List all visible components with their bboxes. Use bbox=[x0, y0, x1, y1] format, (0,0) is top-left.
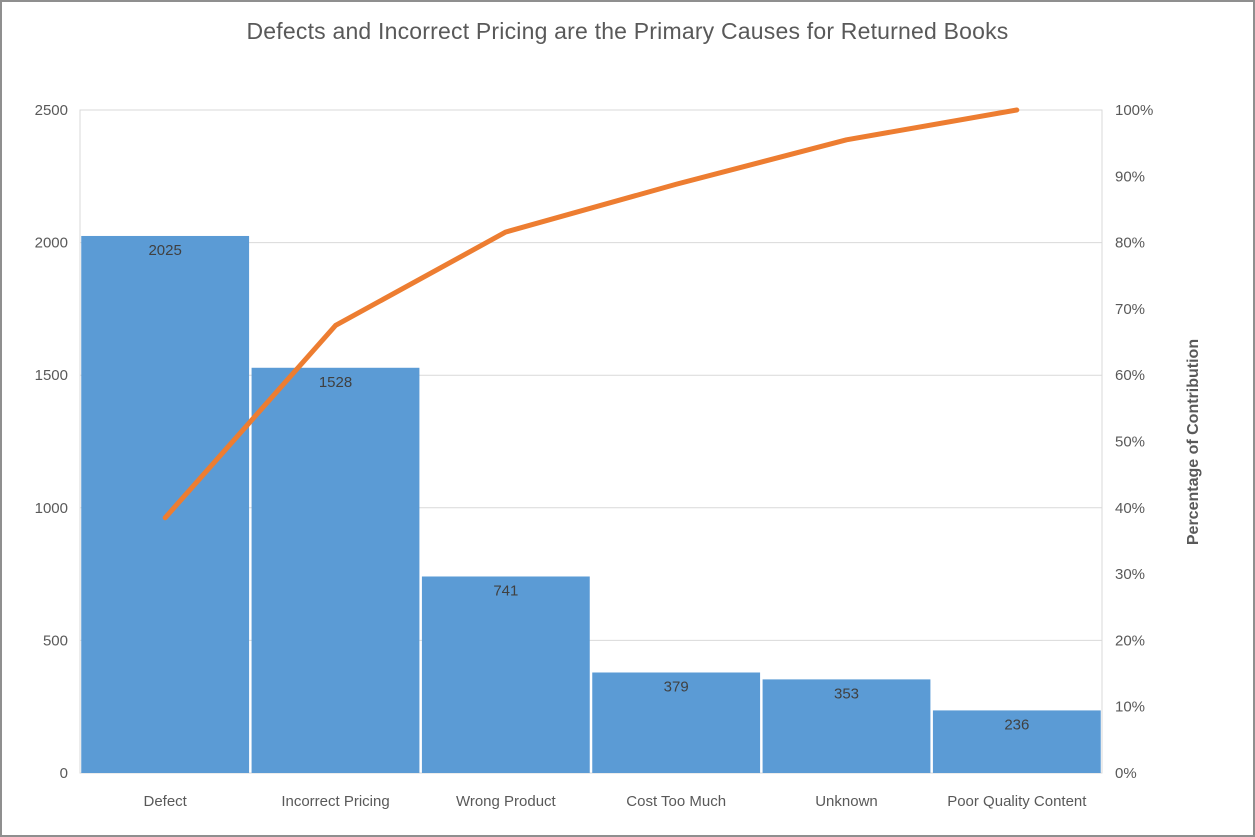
bar-unknown bbox=[762, 679, 931, 773]
bar-poor-quality-content bbox=[932, 710, 1101, 773]
y2-axis-tick-label: 50% bbox=[1115, 434, 1145, 451]
y-axis-tick-label: 0 bbox=[60, 765, 68, 782]
y2-axis-tick-label: 10% bbox=[1115, 699, 1145, 716]
y2-axis-tick-label: 60% bbox=[1115, 367, 1145, 384]
bar-value-label: 353 bbox=[834, 685, 859, 702]
bar-incorrect-pricing bbox=[251, 367, 420, 773]
y2-axis-tick-label: 70% bbox=[1115, 301, 1145, 318]
bar-cost-too-much bbox=[592, 672, 761, 773]
plot-border bbox=[79, 109, 1103, 774]
cumulative-percentage-line bbox=[162, 107, 1020, 521]
y2-axis-tick-label: 80% bbox=[1115, 235, 1145, 252]
y2-axis-tick-label: 40% bbox=[1115, 500, 1145, 517]
y-axis-tick-label: 2000 bbox=[35, 235, 68, 252]
bar-value-label: 2025 bbox=[148, 242, 181, 259]
y-axis-tick-label: 500 bbox=[43, 632, 68, 649]
y2-axis-tick-label: 100% bbox=[1115, 102, 1153, 119]
y-axis-tick-label: 2500 bbox=[35, 102, 68, 119]
bar-value-label: 1528 bbox=[319, 374, 352, 391]
x-axis-category-label: Poor Quality Content bbox=[947, 793, 1087, 810]
bar-value-label: 741 bbox=[493, 582, 518, 599]
bar-defect bbox=[81, 235, 250, 774]
x-axis-category-label: Defect bbox=[143, 793, 187, 810]
bar-value-label: 379 bbox=[664, 678, 689, 695]
y2-axis-tick-label: 0% bbox=[1115, 765, 1137, 782]
x-axis-category-label: Incorrect Pricing bbox=[281, 793, 389, 810]
y2-axis-tick-label: 90% bbox=[1115, 168, 1145, 185]
x-axis-category-label: Unknown bbox=[815, 793, 878, 810]
bar-wrong-product bbox=[421, 576, 590, 773]
bar-value-label: 236 bbox=[1004, 716, 1029, 733]
x-axis-category-label: Wrong Product bbox=[456, 793, 557, 810]
y-axis-tick-label: 1000 bbox=[35, 500, 68, 517]
y2-axis-tick-label: 20% bbox=[1115, 632, 1145, 649]
x-axis-category-label: Cost Too Much bbox=[626, 793, 726, 810]
chart-title: Defects and Incorrect Pricing are the Pr… bbox=[246, 18, 1009, 44]
y2-axis-tick-label: 30% bbox=[1115, 566, 1145, 583]
y2-axis-title: Percentage of Contribution bbox=[1185, 338, 1202, 546]
y-axis-tick-label: 1500 bbox=[35, 367, 68, 384]
